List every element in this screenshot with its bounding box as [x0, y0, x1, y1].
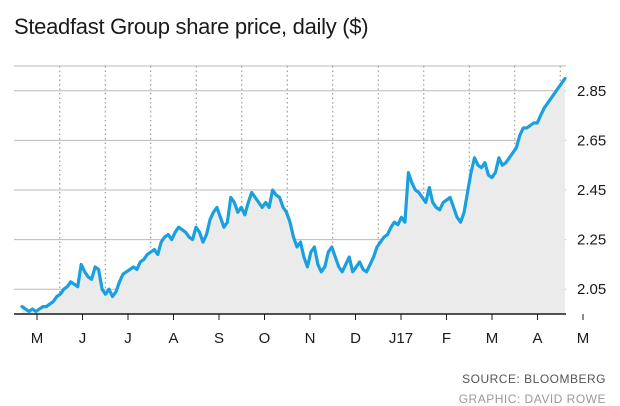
x-tick-label: N	[305, 330, 316, 347]
y-tick-label: 2.65	[577, 132, 606, 149]
y-tick-label: 2.25	[577, 232, 606, 249]
x-tick-label: A	[532, 330, 542, 347]
x-tick-label: D	[350, 330, 361, 347]
x-tick-label: A	[168, 330, 178, 347]
graphic-credit: GRAPHIC: DAVID ROWE	[458, 392, 606, 406]
axis-layer: 2.05 2.25 2.45 2.65 2.85 M J J A S O N D J17 F M A M	[14, 83, 606, 347]
y-tick-label: 2.05	[577, 281, 606, 298]
price-area	[22, 78, 565, 315]
source-note: SOURCE: BLOOMBERG	[462, 372, 606, 386]
y-tick-label: 2.45	[577, 182, 606, 199]
chart-title: Steadfast Group share price, daily ($)	[14, 14, 369, 39]
x-tick-label: O	[259, 330, 271, 347]
x-tick-label: J	[79, 330, 87, 347]
x-tick-label: J	[124, 330, 132, 347]
y-tick-label: 2.85	[577, 83, 606, 100]
x-tick-label: J17	[389, 330, 413, 347]
price-line	[20, 76, 567, 314]
x-tick-label: M	[31, 330, 44, 347]
x-tick-label: M	[577, 330, 590, 347]
x-tick-label: S	[214, 330, 224, 347]
x-tick-label: F	[442, 330, 451, 347]
x-tick-label: M	[486, 330, 499, 347]
